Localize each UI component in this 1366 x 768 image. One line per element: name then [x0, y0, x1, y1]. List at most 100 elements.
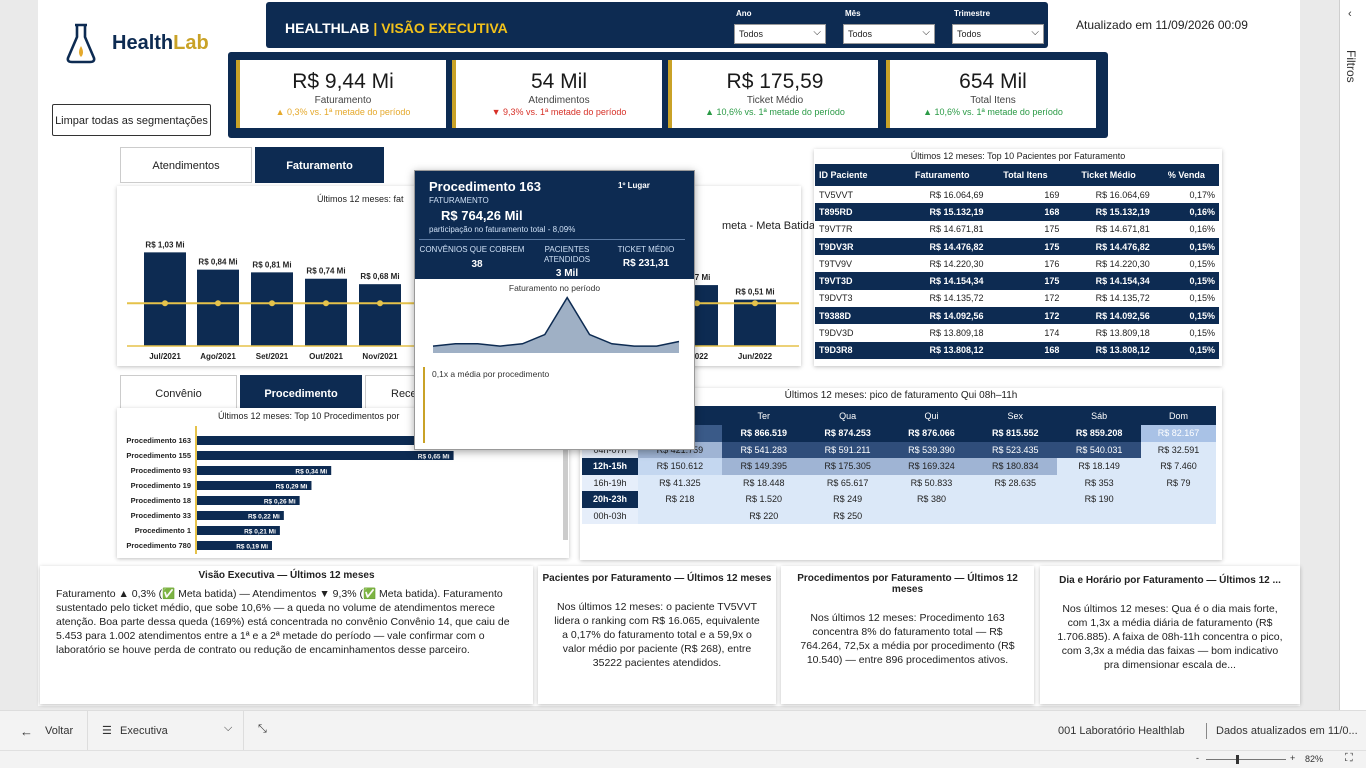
heatmap-cell[interactable]: R$ 591.211: [805, 441, 890, 458]
heatmap-cell[interactable]: R$ 18.448: [721, 474, 806, 491]
tab-convenio[interactable]: Convênio: [120, 375, 237, 411]
table-header-cell[interactable]: Ticket Médio: [1063, 164, 1154, 186]
collapse-icon[interactable]: ⤡: [258, 723, 267, 735]
heatmap-cell[interactable]: R$ 28.635: [973, 474, 1058, 491]
heatmap-cell[interactable]: R$ 220: [721, 507, 806, 524]
heatmap-cell[interactable]: R$ 190: [1057, 491, 1142, 508]
heatmap-cell[interactable]: R$ 876.066: [889, 425, 974, 442]
bar[interactable]: [305, 278, 347, 346]
heatmap-cell[interactable]: R$ 1.520: [721, 491, 806, 508]
heatmap-row: 20h-23h R$ 218 R$ 1.520 R$ 249 R$ 380 R$ 190: [582, 491, 1216, 508]
table-row[interactable]: T9388D R$ 14.092,56 172 R$ 14.092,56 0,15%: [815, 307, 1219, 325]
bar[interactable]: [144, 252, 186, 346]
heatmap-cell[interactable]: R$ 539.390: [889, 441, 974, 458]
heatmap-cell[interactable]: R$ 541.283: [721, 441, 806, 458]
heatmap-cell[interactable]: R$ 32.591: [1141, 441, 1216, 458]
heatmap-cell[interactable]: R$ 7.460: [1141, 458, 1216, 475]
bar[interactable]: [359, 284, 401, 346]
tooltip-fat-value: R$ 764,26 Mil: [441, 208, 523, 223]
heatmap-cell[interactable]: R$ 218: [638, 491, 722, 508]
heatmap-cell[interactable]: R$ 150.612: [638, 458, 722, 475]
heatmap-cell[interactable]: R$ 149.395: [721, 458, 806, 475]
bar[interactable]: [197, 451, 454, 460]
slicer-ano-dropdown[interactable]: Todos ⌵: [734, 24, 826, 44]
heatmap-cell[interactable]: R$ 815.552: [973, 425, 1058, 442]
table-row[interactable]: T9TV9V R$ 14.220,30 176 R$ 14.220,30 0,15%: [815, 255, 1219, 272]
table-header-cell[interactable]: % Venda: [1153, 164, 1219, 186]
tooltip-fat-label: FATURAMENTO: [429, 196, 489, 205]
table-header-cell[interactable]: ID Paciente: [815, 164, 897, 186]
bar[interactable]: [197, 526, 280, 535]
heatmap-cell[interactable]: R$ 859.208: [1057, 425, 1142, 442]
heatmap-cell[interactable]: R$ 353: [1057, 474, 1142, 491]
filters-pane[interactable]: ‹ Filtros: [1339, 0, 1366, 710]
slicer-trimestre-dropdown[interactable]: Todos ⌵: [952, 24, 1044, 44]
back-button[interactable]: Voltar: [45, 725, 74, 737]
heatmap-cell[interactable]: R$ 79: [1141, 474, 1216, 491]
table-row[interactable]: T895RD R$ 15.132,19 168 R$ 15.132,19 0,16%: [815, 203, 1219, 221]
heatmap-cell[interactable]: [1141, 507, 1216, 524]
heatmap-cell[interactable]: R$ 380: [889, 491, 974, 508]
zoom-slider-handle[interactable]: [1236, 755, 1239, 764]
heatmap-cell[interactable]: R$ 540.031: [1057, 441, 1142, 458]
heatmap-cell[interactable]: R$ 50.833: [889, 474, 974, 491]
slicer-mes-dropdown[interactable]: Todos ⌵: [843, 24, 935, 44]
table-row[interactable]: T9VT7R R$ 14.671,81 175 R$ 14.671,81 0,16%: [815, 221, 1219, 238]
table-row[interactable]: T9DV3D R$ 13.809,18 174 R$ 13.809,18 0,15%: [815, 324, 1219, 341]
heatmap-cell[interactable]: R$ 250: [805, 507, 890, 524]
heatmap-cell[interactable]: [889, 507, 974, 524]
heatmap-cell[interactable]: R$ 18.149: [1057, 458, 1142, 475]
table-cell: 0,15%: [1189, 328, 1215, 339]
arrow-left-icon[interactable]: ←: [20, 724, 33, 739]
bar[interactable]: [197, 269, 239, 346]
heatmap-cell[interactable]: R$ 65.617: [805, 474, 890, 491]
chevron-left-icon[interactable]: ‹: [1348, 8, 1352, 20]
tab-faturamento[interactable]: Faturamento: [255, 147, 384, 183]
bar[interactable]: [197, 436, 497, 445]
bar[interactable]: [251, 272, 293, 346]
table-row[interactable]: T9DVT3 R$ 14.135,72 172 R$ 14.135,72 0,15%: [815, 290, 1219, 307]
note-title: Procedimentos por Faturamento — Últimos …: [797, 573, 1018, 595]
heatmap-cell[interactable]: R$ 82.167: [1141, 425, 1216, 442]
heatmap-cell[interactable]: R$ 249: [805, 491, 890, 508]
heatmap-cell[interactable]: R$ 874.253: [805, 425, 890, 442]
heatmap-cell[interactable]: [1141, 491, 1216, 508]
table-header-cell[interactable]: Total Itens: [987, 164, 1064, 186]
bar[interactable]: [197, 481, 312, 490]
page-selector[interactable]: Executiva: [120, 725, 168, 737]
heatmap-cell[interactable]: R$ 41.325: [638, 474, 722, 491]
zoom-out-button[interactable]: -: [1196, 753, 1199, 763]
divider: [87, 711, 88, 751]
heatmap-cell[interactable]: R$ 180.834: [973, 458, 1058, 475]
table-row[interactable]: T9DV3R R$ 14.476,82 175 R$ 14.476,82 0,15%: [815, 237, 1219, 256]
table-row[interactable]: TV5VVT R$ 16.064,69 169 R$ 16.064,69 0,17%: [815, 186, 1219, 203]
heatmap-column-header: Dom: [1141, 406, 1216, 425]
bar[interactable]: [197, 511, 284, 520]
table-row[interactable]: T9VT3D R$ 14.154,34 175 R$ 14.154,34 0,15%: [815, 272, 1219, 290]
heatmap-cell[interactable]: [1057, 507, 1142, 524]
heatmap-cell[interactable]: R$ 866.519: [721, 425, 806, 442]
bar[interactable]: [197, 496, 300, 505]
zoom-in-button[interactable]: +: [1290, 753, 1296, 763]
heatmap-cell[interactable]: [973, 491, 1058, 508]
heatmap-cell[interactable]: R$ 169.324: [889, 458, 974, 475]
chevron-down-icon[interactable]: ⌵: [224, 722, 233, 734]
heatmap-cell[interactable]: R$ 175.305: [805, 458, 890, 475]
bar[interactable]: [197, 466, 332, 475]
heatmap-cell[interactable]: [638, 507, 722, 524]
zoom-slider[interactable]: [1206, 759, 1286, 760]
table-header-cell[interactable]: Faturamento: [896, 164, 988, 186]
heatmap-cell[interactable]: [973, 507, 1058, 524]
tab-procedimento[interactable]: Procedimento: [240, 375, 362, 411]
tab-atendimentos[interactable]: Atendimentos: [120, 147, 252, 183]
meta-point: [752, 300, 758, 307]
bar[interactable]: [197, 541, 272, 550]
fit-page-icon[interactable]: ⛶: [1345, 752, 1353, 764]
clear-filters-button[interactable]: Limpar todas as segmentações: [52, 104, 211, 136]
scrollbar[interactable]: [563, 420, 568, 540]
bar[interactable]: [734, 299, 776, 346]
tab-receita[interactable]: Rece: [365, 375, 417, 411]
heatmap-cell[interactable]: R$ 523.435: [973, 441, 1058, 458]
table-row[interactable]: T9D3R8 R$ 13.808,12 168 R$ 13.808,12 0,15%: [815, 341, 1219, 359]
